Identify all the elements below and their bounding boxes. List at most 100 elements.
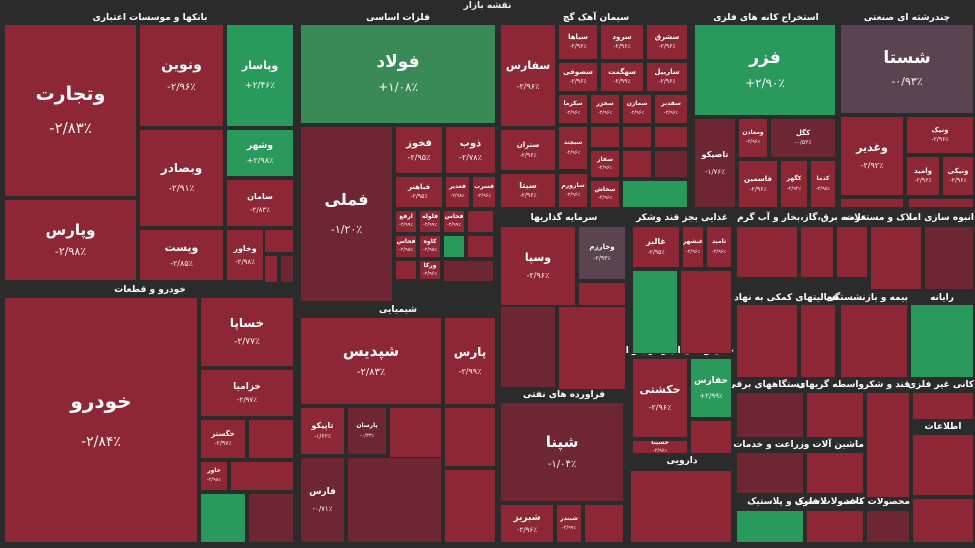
stock-tile[interactable]: وخارزم -۲/۹۳٪ — [578, 226, 626, 280]
stock-tile[interactable] — [800, 304, 836, 378]
stock-tile[interactable]: سرود -۲/۹۶٪ — [600, 24, 644, 60]
stock-tile[interactable]: وخاور -۲/۹۸٪ — [226, 229, 264, 281]
stock-tile[interactable] — [590, 126, 620, 148]
stock-tile[interactable] — [866, 392, 910, 498]
stock-tile[interactable]: فباهنر -۲/۹۵٪ — [395, 176, 443, 208]
stock-tile[interactable]: فسرب -۲/۹۶٪ — [472, 176, 496, 208]
stock-tile[interactable]: کاوه -۲/۹۸٪ — [419, 235, 441, 258]
stock-tile[interactable]: خگستر -۲/۹۷٪ — [200, 419, 246, 459]
stock-tile[interactable]: فغدیر -۲/۹۸٪ — [445, 176, 470, 208]
stock-tile[interactable]: ومعادن -۲/۹۶٪ — [738, 118, 768, 158]
stock-tile[interactable]: فخاس -۲/۹۹٪ — [443, 210, 465, 233]
stock-tile[interactable] — [500, 306, 556, 388]
stock-tile[interactable] — [264, 229, 294, 253]
stock-tile[interactable]: سکرما -۲/۹۶٪ — [558, 94, 588, 124]
stock-tile[interactable]: وغدیر -۲/۹۲٪ — [840, 116, 904, 196]
stock-tile[interactable] — [806, 392, 864, 438]
stock-tile[interactable]: حکشتی -۲/۹۶٪ — [632, 358, 688, 438]
stock-tile[interactable]: ورکا -۲/۹۶٪ — [419, 260, 441, 280]
stock-tile[interactable] — [622, 126, 652, 148]
stock-tile[interactable]: خزامیا -۲/۹۷٪ — [200, 369, 294, 417]
stock-tile[interactable] — [690, 420, 732, 454]
stock-tile[interactable] — [912, 392, 974, 420]
stock-tile[interactable]: پارسان -۰/۳۳٪ — [347, 407, 387, 455]
stock-tile[interactable]: شپنا -۱/۰۴٪ — [500, 402, 624, 502]
stock-tile[interactable] — [736, 226, 798, 278]
stock-tile[interactable]: سفار -۲/۹۶٪ — [590, 150, 620, 178]
stock-tile[interactable] — [443, 260, 494, 282]
stock-tile[interactable]: غالبر -۲/۹۵٪ — [632, 226, 680, 268]
stock-tile[interactable]: تاپیکو -۱/۶۲٪ — [300, 407, 345, 455]
stock-tile[interactable]: وشهر +۲/۹۸٪ — [226, 129, 294, 177]
stock-tile[interactable]: سامان -۲/۸۳٪ — [226, 179, 294, 227]
stock-tile[interactable]: ونوین -۲/۹۶٪ — [139, 24, 224, 127]
stock-tile[interactable]: وتجارت -۲/۸۳٪ — [4, 24, 137, 197]
stock-tile[interactable] — [680, 270, 732, 354]
stock-tile[interactable]: خودرو -۲/۸۴٪ — [4, 297, 198, 543]
stock-tile[interactable]: وپارس -۲/۹۸٪ — [4, 199, 137, 281]
stock-tile[interactable]: سصوفی -۲/۹۶٪ — [558, 62, 598, 92]
stock-tile[interactable]: فارس -۰/۷۱٪ — [300, 457, 345, 543]
stock-tile[interactable] — [578, 282, 626, 306]
stock-tile[interactable] — [467, 210, 494, 233]
stock-tile[interactable] — [736, 510, 804, 543]
stock-tile[interactable] — [912, 498, 974, 543]
stock-tile[interactable] — [654, 150, 688, 178]
stock-tile[interactable] — [736, 452, 804, 494]
stock-tile[interactable]: وپست -۲/۸۵٪ — [139, 229, 224, 281]
stock-tile[interactable] — [248, 493, 294, 543]
stock-tile[interactable]: فملی -۱/۲۰٪ — [300, 126, 393, 302]
stock-tile[interactable] — [558, 306, 626, 390]
stock-tile[interactable] — [840, 198, 904, 208]
stock-tile[interactable]: کگل -۰/۵۳٪ — [770, 118, 836, 158]
stock-tile[interactable] — [870, 226, 922, 290]
stock-tile[interactable] — [444, 469, 496, 543]
stock-tile[interactable] — [836, 226, 868, 278]
stock-tile[interactable] — [622, 150, 652, 178]
stock-tile[interactable]: ارفع -۲/۹۹٪ — [395, 210, 417, 233]
stock-tile[interactable]: فخاس -۲/۹۸٪ — [395, 235, 417, 258]
stock-tile[interactable] — [280, 255, 294, 283]
stock-tile[interactable]: شبریز -۲/۹۶٪ — [500, 504, 554, 543]
stock-tile[interactable] — [248, 419, 294, 459]
stock-tile[interactable]: سارورم -۲/۹۶٪ — [558, 173, 588, 208]
stock-tile[interactable]: سبجند -۲/۹۶٪ — [558, 126, 588, 170]
stock-tile[interactable] — [910, 304, 974, 378]
stock-tile[interactable]: خساپا -۲/۷۷٪ — [200, 297, 294, 367]
stock-tile[interactable] — [444, 407, 496, 467]
stock-tile[interactable]: کگهر -۲/۹۲٪ — [780, 160, 808, 208]
stock-tile[interactable] — [200, 493, 246, 543]
stock-tile[interactable]: شبندر -۲/۹۹٪ — [556, 504, 582, 543]
stock-tile[interactable] — [630, 470, 732, 543]
stock-tile[interactable]: ثامید -۲/۹۶٪ — [706, 226, 732, 268]
stock-tile[interactable]: ونیکی -۲/۹۶٪ — [942, 156, 974, 196]
stock-tile[interactable]: پارس -۲/۹۹٪ — [444, 317, 496, 405]
stock-tile[interactable]: سهگمت -۲/۹۹٪ — [600, 62, 644, 92]
stock-tile[interactable] — [736, 304, 798, 378]
stock-tile[interactable] — [736, 392, 804, 438]
stock-tile[interactable]: سیاها -۲/۹۶٪ — [558, 24, 598, 60]
stock-tile[interactable] — [866, 510, 910, 543]
stock-tile[interactable]: حسینا -۲/۹۶٪ — [632, 440, 688, 454]
stock-tile[interactable]: وامید -۲/۹۶٪ — [906, 156, 940, 196]
stock-tile[interactable]: فزر +۲/۹۰٪ — [694, 24, 836, 116]
stock-tile[interactable] — [654, 126, 688, 148]
stock-tile[interactable]: فلوله -۲/۹۹٪ — [419, 210, 441, 233]
stock-tile[interactable] — [908, 198, 974, 208]
stock-tile[interactable]: ونیک -۲/۹۶٪ — [906, 116, 974, 154]
stock-tile[interactable]: غبشهر -۲/۹۶٪ — [682, 226, 704, 268]
stock-tile[interactable] — [395, 260, 417, 280]
stock-tile[interactable]: وسپا -۲/۹۶٪ — [500, 226, 576, 306]
stock-tile[interactable]: سیتا -۲/۹۶٪ — [500, 173, 556, 208]
stock-tile[interactable] — [264, 255, 278, 283]
stock-tile[interactable] — [924, 226, 974, 290]
stock-tile[interactable]: فاسمین -۲/۹۶٪ — [738, 160, 778, 208]
stock-tile[interactable]: کدما -۲/۹۸٪ — [810, 160, 836, 208]
stock-tile[interactable] — [622, 180, 688, 208]
stock-tile[interactable]: سفارس -۲/۹۶٪ — [500, 24, 556, 127]
stock-tile[interactable] — [632, 270, 678, 354]
stock-tile[interactable]: فولاد +۱/۰۸٪ — [300, 24, 496, 124]
stock-tile[interactable]: سخاش -۲/۹۶٪ — [590, 180, 620, 208]
stock-tile[interactable] — [347, 457, 442, 543]
stock-tile[interactable] — [467, 235, 494, 258]
